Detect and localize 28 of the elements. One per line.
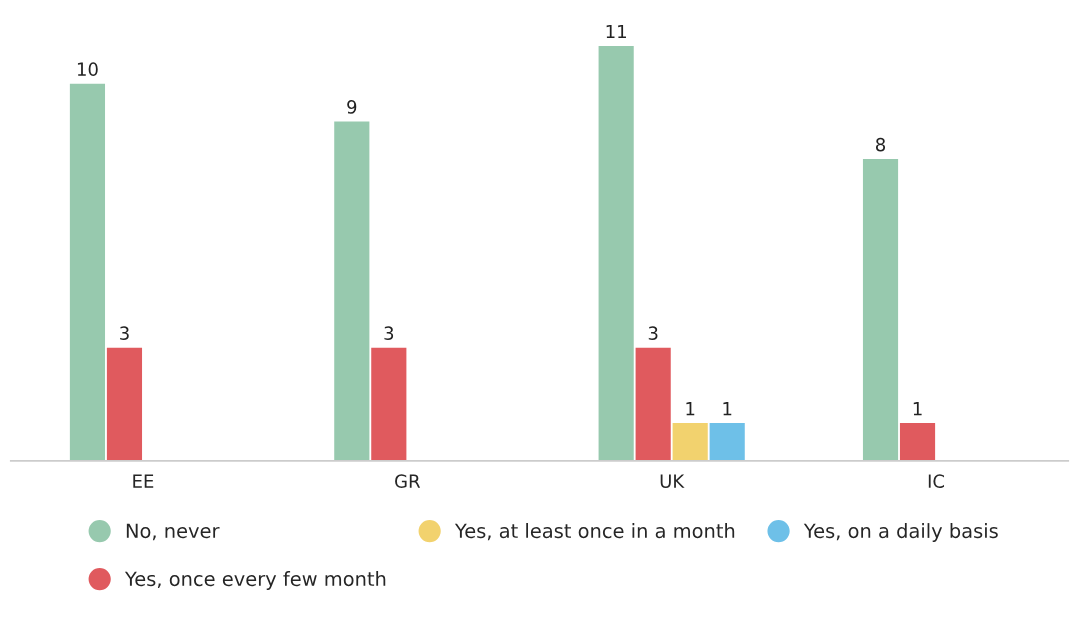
data-label: 1 — [686, 402, 695, 416]
bar — [69, 83, 106, 461]
data-label: 10 — [77, 62, 98, 77]
bar — [899, 423, 936, 461]
x-tick-label: UK — [660, 474, 685, 488]
data-label: 9 — [347, 100, 357, 114]
bar — [598, 45, 634, 461]
legend-label: No, never — [126, 523, 220, 541]
legend-label: Yes, on a daily basis — [803, 523, 998, 542]
x-tick-label: GR — [395, 474, 421, 488]
bar — [371, 347, 407, 461]
bar — [672, 423, 708, 461]
data-label: 3 — [384, 326, 394, 340]
data-label: 3 — [120, 326, 129, 340]
legend-label: Yes, once every few month — [124, 571, 386, 590]
data-label: 8 — [876, 137, 886, 152]
bar — [862, 159, 899, 461]
data-label: 1 — [723, 402, 732, 416]
x-tick-label: IC — [928, 474, 945, 488]
data-label: 3 — [648, 326, 658, 340]
bar — [709, 423, 745, 461]
legend-label: Yes, at least once in a month — [454, 523, 735, 541]
x-tick-label: EE — [133, 474, 154, 488]
data-label: 1 — [913, 402, 922, 416]
bar — [106, 347, 143, 461]
data-label: 11 — [606, 24, 626, 39]
bar — [334, 121, 370, 461]
bar — [635, 347, 671, 461]
